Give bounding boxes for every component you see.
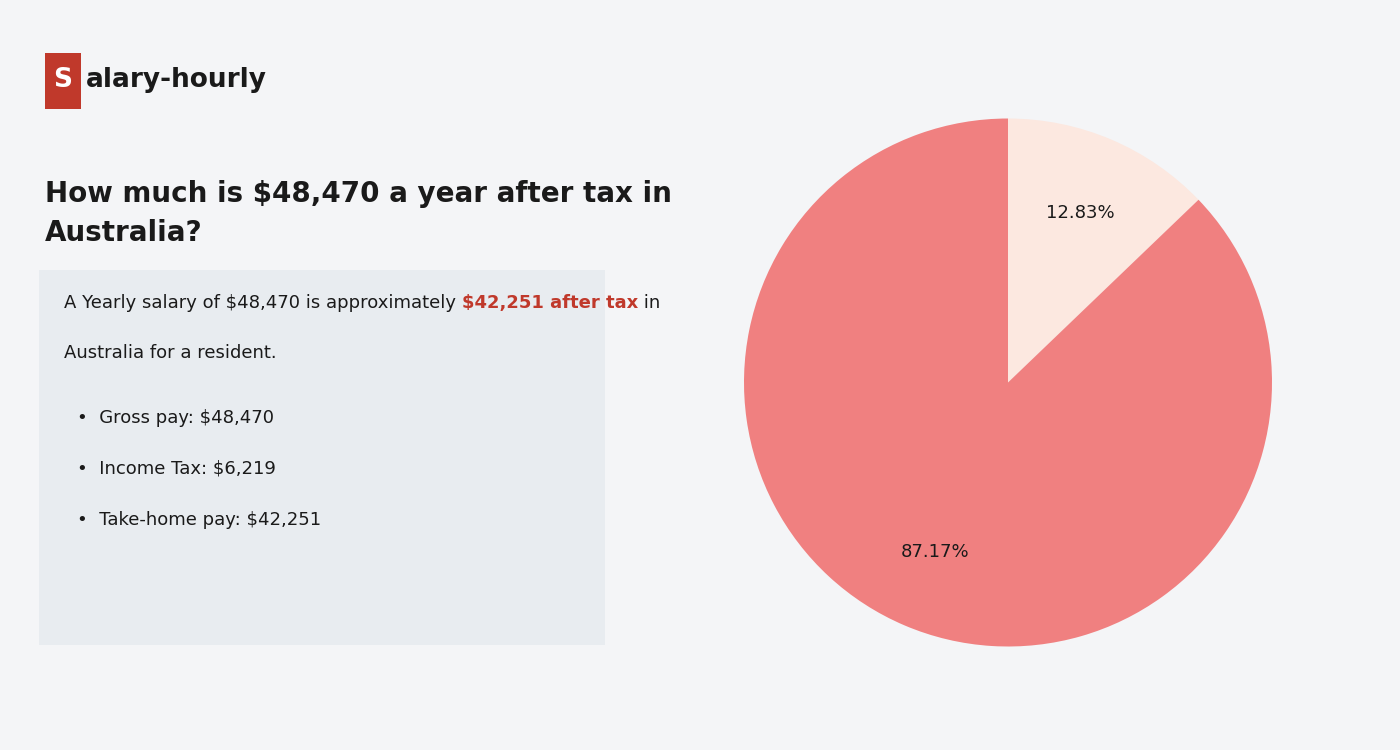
Wedge shape [1008, 118, 1198, 382]
Text: A Yearly salary of $48,470 is approximately: A Yearly salary of $48,470 is approximat… [64, 294, 462, 312]
Text: alary-hourly: alary-hourly [85, 68, 266, 93]
Text: in: in [638, 294, 661, 312]
Legend: Income Tax, Take-home Pay: Income Tax, Take-home Pay [1030, 0, 1362, 6]
Text: How much is $48,470 a year after tax in
Australia?: How much is $48,470 a year after tax in … [45, 180, 672, 247]
FancyBboxPatch shape [45, 53, 81, 109]
Text: 87.17%: 87.17% [902, 544, 970, 562]
Text: •  Income Tax: $6,219: • Income Tax: $6,219 [77, 460, 276, 478]
Text: 12.83%: 12.83% [1046, 203, 1114, 221]
FancyBboxPatch shape [39, 270, 605, 645]
Wedge shape [743, 118, 1273, 646]
Text: •  Take-home pay: $42,251: • Take-home pay: $42,251 [77, 511, 322, 529]
Text: S: S [53, 68, 71, 93]
Text: $42,251 after tax: $42,251 after tax [462, 294, 638, 312]
Text: Australia for a resident.: Australia for a resident. [64, 344, 277, 362]
Text: •  Gross pay: $48,470: • Gross pay: $48,470 [77, 409, 274, 427]
